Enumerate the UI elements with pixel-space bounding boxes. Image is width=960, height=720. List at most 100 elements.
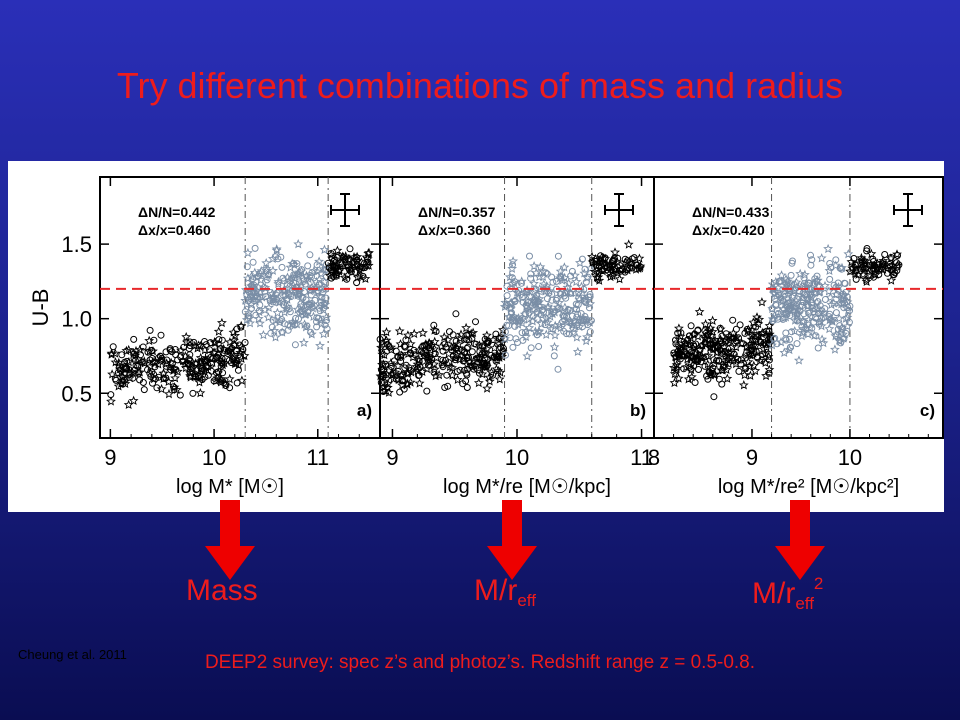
data-point [208,360,216,368]
data-point [503,292,511,300]
data-point [247,283,258,293]
data-point [630,254,638,262]
data-point [702,353,710,361]
data-point [497,351,508,361]
data-point [745,350,756,360]
data-point [578,255,586,263]
data-point [894,252,901,259]
data-point [610,258,618,266]
data-point [397,351,405,359]
data-point [559,262,570,272]
data-point [753,318,764,329]
data-point [151,363,159,371]
data-point [776,293,786,303]
data-point [423,355,434,366]
data-point [456,366,464,374]
data-point [282,301,293,311]
data-point [707,315,718,325]
data-point [587,317,595,325]
data-point [512,335,520,343]
data-point [463,384,471,391]
data-point [582,317,590,325]
data-point [261,263,272,273]
data-point [859,255,870,265]
data-point [155,355,166,366]
data-point [827,315,838,325]
data-point [534,293,545,304]
data-point [280,301,288,309]
data-point [155,373,163,381]
data-point [567,319,578,330]
data-point [306,329,317,339]
data-point [770,335,778,343]
data-point [413,345,424,355]
data-point [275,315,285,325]
data-point [807,261,815,269]
data-point [254,293,261,301]
data-point [424,338,435,348]
data-point [582,278,590,286]
data-point [360,273,371,284]
data-point [394,326,405,336]
data-point [790,315,800,325]
data-point [846,256,857,267]
data-point [267,293,278,303]
data-point [162,348,170,356]
data-point [271,244,282,254]
data-point [113,381,124,391]
data-point [390,357,398,365]
data-point [473,377,484,388]
data-point [806,283,817,293]
data-point [395,339,406,349]
data-point [782,329,790,337]
data-point [315,340,325,351]
data-point [295,292,302,300]
data-point [681,347,692,358]
data-point [530,299,541,309]
data-point [289,259,300,270]
data-point [386,344,397,355]
data-point [616,262,624,270]
data-point [339,272,350,282]
data-point [258,329,269,340]
data-point [393,361,403,371]
data-point [735,367,743,375]
data-point [826,260,834,267]
label-mass-text: Mass [186,574,258,607]
data-point [671,359,682,370]
data-point [185,367,196,378]
data-point [850,255,858,262]
data-point [714,344,722,352]
data-point [361,252,372,262]
data-point [562,286,573,297]
data-point [273,278,284,289]
data-point [171,346,179,353]
data-point [282,272,293,282]
data-point [299,305,310,315]
label-mr2-sup: 2 [813,574,824,593]
data-point [741,341,752,351]
data-point [524,322,535,333]
data-point [702,359,713,369]
data-point [181,331,192,342]
data-point [419,357,426,365]
data-point [295,277,306,287]
data-point [545,311,556,321]
data-point [253,282,264,292]
data-point [623,264,631,272]
data-point [217,362,225,370]
data-point [715,375,723,383]
data-point [626,264,634,272]
data-point [577,310,585,318]
data-point [863,245,871,252]
data-point [278,263,286,271]
data-point [482,353,493,363]
x-tick-label: 9 [746,445,758,470]
data-point [448,342,459,352]
data-point [270,332,281,342]
data-point [452,337,460,345]
data-point [541,321,549,329]
data-point [354,271,365,281]
data-point [318,328,329,339]
label-mr-sub: eff [517,591,536,610]
